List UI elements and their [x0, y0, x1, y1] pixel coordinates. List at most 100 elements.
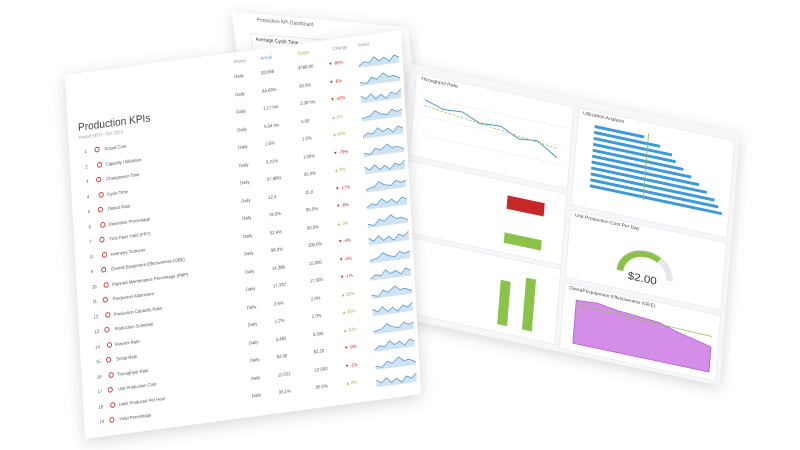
change: -9% — [348, 344, 357, 351]
change: -85% — [333, 59, 344, 67]
period: Daily — [244, 268, 255, 276]
period: Daily — [236, 108, 246, 116]
change: -6% — [334, 77, 343, 85]
kpi-name: Planned Maintenance Percentage (PMP) — [111, 271, 189, 288]
change-arrow: ▼ — [338, 238, 343, 245]
change: 3% — [339, 166, 346, 174]
cost-card: Unit Production Cost Per Day $2.00 — [564, 209, 727, 311]
target: 2.00 hrs — [299, 99, 316, 107]
right-dashboard: Throughput Rate Utilization Analysis Uni… — [389, 64, 740, 386]
row-number: 8 — [90, 254, 93, 260]
change: 3% — [342, 220, 349, 227]
green-bars — [497, 277, 537, 332]
kpi-sheet: Production KPIs Period: MTD - Oct 2023 P… — [65, 30, 421, 439]
change-arrow: ▼ — [335, 185, 340, 192]
period: Daily — [246, 303, 257, 311]
row-number: 2 — [85, 164, 88, 170]
kpi-icon — [96, 176, 102, 183]
sparkline-area — [372, 301, 414, 317]
period: Daily — [248, 339, 259, 347]
kpi-name: Unit Production Cost — [117, 381, 157, 393]
change-arrow: ▲ — [332, 132, 337, 139]
target: $788.00 — [298, 63, 314, 72]
sparkline-area — [367, 214, 409, 228]
sparkline-area — [369, 250, 411, 264]
sparkline-line — [365, 179, 406, 190]
sparkline-line — [360, 88, 402, 100]
actual: 97.88% — [266, 175, 282, 183]
kpi-icon — [110, 401, 116, 408]
period: Daily — [245, 286, 256, 293]
change-arrow: ▲ — [340, 292, 346, 299]
change: -4% — [344, 255, 352, 262]
kpi-icon — [105, 311, 111, 318]
target: 5.00 — [300, 118, 310, 125]
column-header: Period — [233, 58, 246, 66]
target: 17,500 — [309, 277, 323, 285]
sparkline — [366, 196, 408, 210]
kpi-icon — [100, 221, 106, 228]
sparkline-line — [371, 284, 413, 297]
kpi-name: Units Produced Per Hour — [118, 395, 166, 408]
change-arrow: ▲ — [337, 221, 342, 228]
target: 1.0% — [301, 135, 312, 143]
actual: 5,482 — [275, 335, 287, 343]
row-number: 16 — [96, 374, 102, 381]
sparkline — [372, 301, 414, 317]
period: Daily — [238, 144, 248, 151]
period: Daily — [235, 90, 245, 98]
row-number: 6 — [88, 224, 92, 230]
sparkline-line — [358, 54, 400, 67]
actual: 17,332 — [272, 282, 286, 290]
target: 12,000 — [314, 365, 328, 374]
sparkline-area — [370, 267, 412, 281]
status-card — [403, 160, 568, 266]
sparkline-area — [364, 159, 406, 175]
sparkline-area — [359, 72, 401, 86]
sparkline — [359, 72, 401, 86]
period: Daily — [237, 126, 247, 134]
status-boxes — [503, 195, 545, 251]
period: Daily — [242, 215, 252, 222]
kpi-icon — [99, 236, 105, 243]
row-number: 14 — [95, 343, 101, 351]
utilization-card: Utilization Analysis — [570, 107, 736, 239]
sparkline-line — [374, 338, 415, 351]
change: -79% — [338, 148, 349, 156]
kpi-name: Scrap Rate — [116, 354, 138, 363]
sparkline — [365, 179, 407, 193]
change-arrow: ▼ — [329, 79, 334, 86]
kpi-name: Rework Rate — [115, 338, 140, 348]
sparkline — [376, 372, 417, 388]
sparkline-area — [374, 338, 415, 352]
sparkline — [363, 142, 405, 157]
actual: $2.00 — [276, 353, 288, 361]
kpi-name: Defect Rate — [107, 203, 131, 213]
actual: 1.17 hrs — [263, 104, 279, 112]
row-number: 1 — [84, 149, 87, 155]
kpi-name: Production Schedule — [114, 321, 154, 333]
oee-chart — [572, 299, 712, 373]
sparkline-line — [376, 372, 417, 384]
column-header: Change — [332, 44, 348, 53]
kpi-name: First Pass Yield (FPY) — [109, 231, 151, 243]
row-number: 3 — [85, 179, 89, 185]
actual: 2.6% — [273, 300, 284, 308]
period: Daily — [249, 357, 260, 364]
period: Daily — [239, 161, 249, 169]
sparkline-area — [371, 285, 413, 299]
target: 2.0% — [310, 295, 321, 303]
kpi-name: Production Capacity Ratio — [113, 305, 163, 318]
change-arrow: ▼ — [344, 363, 350, 370]
actual: 84.66% — [262, 86, 277, 95]
target: 15,000 — [308, 259, 322, 267]
sparkline-line — [359, 72, 401, 84]
column-header: Actual — [260, 54, 273, 62]
actual: 11,931 — [277, 370, 291, 378]
sparkline — [371, 284, 413, 299]
back-title: Production KPI Dashboard — [256, 17, 314, 29]
kpi-name: Inventory Turnover — [110, 247, 146, 258]
actual: $3,668 — [261, 69, 275, 77]
sparkline-line — [361, 108, 403, 119]
sparkline-area — [376, 372, 417, 388]
